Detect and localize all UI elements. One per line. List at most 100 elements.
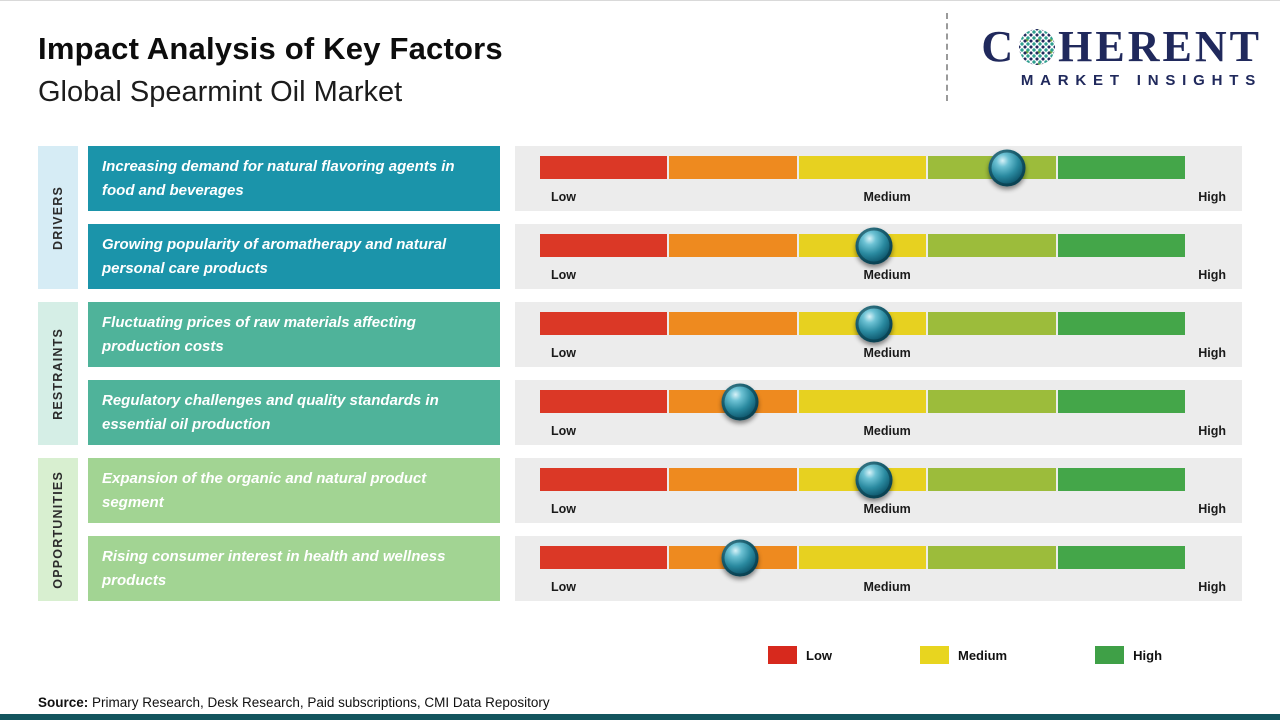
footer-accent-bar — [0, 714, 1280, 720]
scale-labels: Low Medium High — [515, 268, 1242, 282]
brand-logo: C HERENT MARKET INSIGHTS — [950, 25, 1262, 90]
impact-marker[interactable] — [721, 539, 759, 576]
page-title: Impact Analysis of Key Factors — [38, 31, 503, 66]
bar-segment-orange — [669, 234, 797, 257]
bar-segment-green — [1057, 312, 1186, 335]
header-dashed-divider — [946, 13, 948, 101]
impact-marker[interactable] — [721, 383, 759, 420]
impact-bar — [540, 383, 1186, 420]
scale-high-label: High — [1198, 424, 1226, 438]
impact-scale: Low Medium High — [515, 458, 1242, 523]
globe-icon — [1019, 29, 1056, 65]
impact-marker[interactable] — [855, 461, 893, 498]
scale-medium-label: Medium — [863, 190, 911, 204]
scale-low-label: Low — [551, 190, 576, 204]
group-restraints: RESTRAINTS Fluctuating prices of raw mat… — [38, 302, 1242, 445]
scale-low-label: Low — [551, 268, 576, 282]
bar-segment-red — [540, 312, 668, 335]
factor-row: Growing popularity of aromatherapy and n… — [88, 224, 1242, 289]
group-drivers: DRIVERS Increasing demand for natural fl… — [38, 146, 1242, 289]
impact-bar — [540, 149, 1186, 186]
group-label-text: RESTRAINTS — [51, 327, 65, 420]
bar-segment-green — [1057, 390, 1186, 413]
page-subtitle: Global Spearmint Oil Market — [38, 76, 403, 108]
factor-card: Fluctuating prices of raw materials affe… — [88, 302, 500, 367]
factor-row: Regulatory challenges and quality standa… — [88, 380, 1242, 445]
scale-labels: Low Medium High — [515, 190, 1242, 204]
bar-segment-red — [540, 156, 668, 179]
bar-segment-green — [1057, 156, 1186, 179]
bar-segment-orange — [669, 468, 797, 491]
factor-row: Expansion of the organic and natural pro… — [88, 458, 1242, 523]
scale-labels: Low Medium High — [515, 424, 1242, 438]
bar-segment-green — [1057, 234, 1186, 257]
scale-medium-label: Medium — [863, 580, 911, 594]
scale-medium-label: Medium — [863, 424, 911, 438]
impact-marker[interactable] — [855, 227, 893, 264]
factor-card: Expansion of the organic and natural pro… — [88, 458, 500, 523]
bar-segment-orange — [669, 312, 797, 335]
legend-swatch-medium — [920, 646, 949, 664]
brand-tagline: MARKET INSIGHTS — [1020, 72, 1262, 89]
scale-medium-label: Medium — [863, 268, 911, 282]
impact-scale: Low Medium High — [515, 536, 1242, 601]
brand-letter-c: C — [981, 22, 1017, 71]
group-opportunities: OPPORTUNITIES Expansion of the organic a… — [38, 458, 1242, 601]
factor-text: Rising consumer interest in health and w… — [102, 547, 446, 589]
impact-scale: Low Medium High — [515, 302, 1242, 367]
scale-labels: Low Medium High — [515, 502, 1242, 516]
factor-card: Growing popularity of aromatherapy and n… — [88, 224, 500, 289]
factor-text: Expansion of the organic and natural pro… — [102, 469, 427, 511]
factor-card: Rising consumer interest in health and w… — [88, 536, 500, 601]
bar-segment-red — [540, 234, 668, 257]
legend-label-low: Low — [806, 647, 832, 663]
legend-label-high: High — [1133, 647, 1163, 663]
legend-swatch-high — [1095, 646, 1125, 664]
impact-marker[interactable] — [988, 149, 1026, 186]
brand-letters-rest: HERENT — [1058, 22, 1262, 71]
scale-high-label: High — [1198, 190, 1226, 204]
legend-label-medium: Medium — [958, 647, 1008, 663]
factor-card: Regulatory challenges and quality standa… — [88, 380, 500, 445]
scale-low-label: Low — [551, 502, 576, 516]
legend-item-medium: Medium — [920, 646, 1007, 664]
source-text: Primary Research, Desk Research, Paid su… — [88, 695, 550, 710]
brand-wordmark: C HERENT — [950, 25, 1262, 69]
bar-segment-yellowgreen — [928, 234, 1056, 257]
bar-segment-yellow — [798, 390, 927, 413]
scale-high-label: High — [1198, 268, 1226, 282]
scale-labels: Low Medium High — [515, 346, 1242, 360]
factor-text: Increasing demand for natural flavoring … — [102, 157, 455, 199]
legend: Low Medium High — [768, 646, 1162, 664]
factor-text: Growing popularity of aromatherapy and n… — [102, 235, 447, 277]
impact-scale: Low Medium High — [515, 146, 1242, 211]
factor-row: Rising consumer interest in health and w… — [88, 536, 1242, 601]
source-line: Source: Primary Research, Desk Research,… — [38, 695, 550, 710]
group-label-text: OPPORTUNITIES — [51, 470, 65, 589]
scale-labels: Low Medium High — [515, 580, 1242, 594]
factor-row: Fluctuating prices of raw materials affe… — [88, 302, 1242, 367]
legend-item-high: High — [1095, 646, 1162, 664]
header: Impact Analysis of Key Factors Global Sp… — [38, 31, 503, 109]
scale-high-label: High — [1198, 580, 1226, 594]
bar-segment-red — [540, 390, 668, 413]
legend-item-low: Low — [768, 646, 832, 664]
impact-bar — [540, 461, 1186, 498]
impact-scale: Low Medium High — [515, 380, 1242, 445]
bar-segment-green — [1057, 546, 1186, 569]
impact-bar — [540, 539, 1186, 576]
scale-low-label: Low — [551, 346, 576, 360]
impact-bar — [540, 227, 1186, 264]
impact-matrix: DRIVERS Increasing demand for natural fl… — [38, 146, 1242, 601]
group-label-text: DRIVERS — [51, 185, 65, 250]
factor-text: Regulatory challenges and quality standa… — [102, 391, 439, 433]
bar-segment-yellow — [798, 546, 927, 569]
group-label-drivers: DRIVERS — [38, 146, 78, 289]
legend-swatch-low — [768, 646, 797, 664]
bar-segment-orange — [669, 156, 797, 179]
bar-segment-yellowgreen — [928, 312, 1056, 335]
impact-marker[interactable] — [855, 305, 893, 342]
group-label-opportunities: OPPORTUNITIES — [38, 458, 78, 601]
bar-segment-yellowgreen — [928, 468, 1056, 491]
scale-low-label: Low — [551, 424, 576, 438]
